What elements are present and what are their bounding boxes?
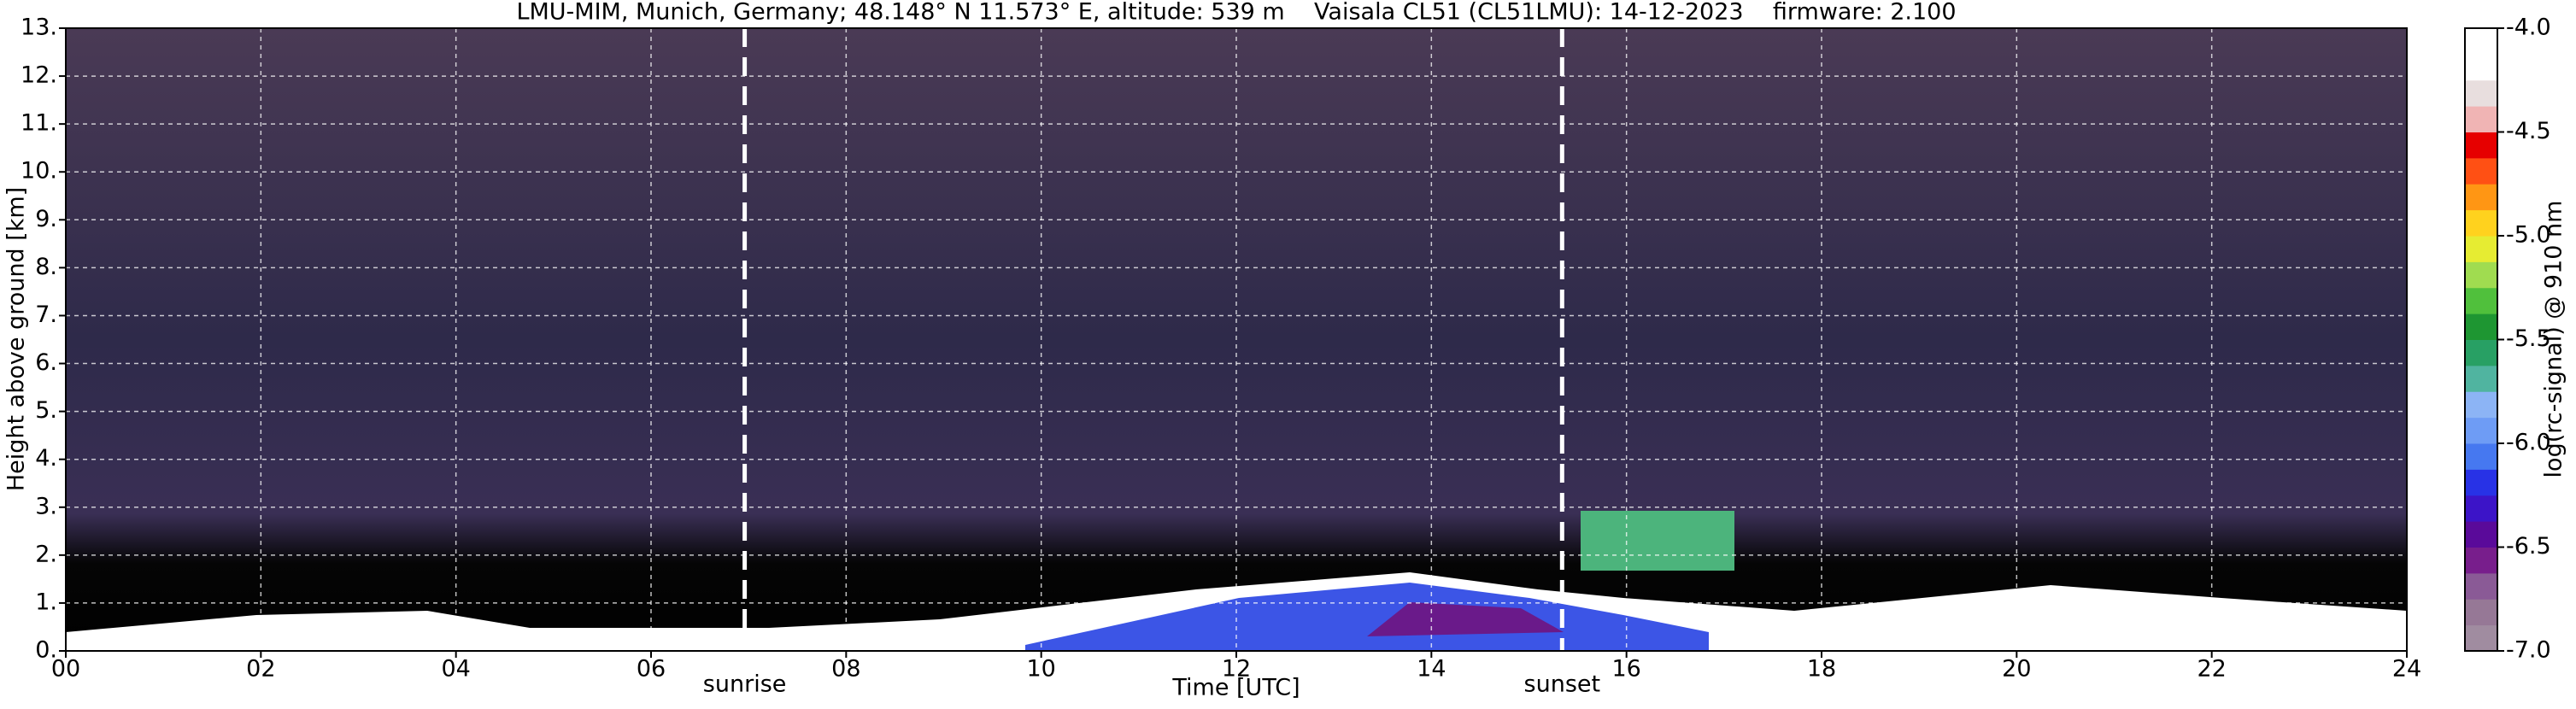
x-tick-label: 18 (1807, 656, 1836, 683)
colorbar-segment (2465, 391, 2497, 419)
colorbar-tick-label: -6.0 (2506, 430, 2551, 456)
y-tick-label: 2. (35, 541, 57, 567)
colorbar-tick-label: -4.0 (2506, 15, 2551, 41)
colorbar-segment (2465, 157, 2497, 185)
y-tick-label: 6. (35, 349, 57, 376)
colorbar-segment (2465, 572, 2497, 600)
x-tick-label: 14 (1417, 656, 1446, 683)
y-axis-label: Height above ground [km] (3, 187, 30, 491)
colorbar-tick-label: -5.0 (2506, 222, 2551, 249)
plot-frame (65, 27, 2408, 652)
colorbar-segment (2465, 417, 2497, 444)
y-tick-label: 7. (35, 302, 57, 328)
x-tick-label: 20 (2002, 656, 2031, 683)
x-tick-label: 22 (2197, 656, 2226, 683)
aerosol-layer (1025, 583, 1709, 651)
colorbar-segment (2465, 469, 2497, 496)
colorbar-segment (2465, 495, 2497, 522)
colorbar-segment (2465, 365, 2497, 392)
colorbar-segment (2465, 132, 2497, 159)
colorbar-label: log(rc-signal) @ 910 nm (2541, 201, 2567, 478)
cloud-layer (1581, 511, 1734, 571)
y-tick-label: 10. (21, 158, 57, 185)
x-tick-label: 10 (1026, 656, 1055, 683)
y-tick-label: 1. (35, 589, 57, 615)
x-axis-label: Time [UTC] (1171, 675, 1300, 701)
colorbar-segment (2465, 28, 2497, 55)
colorbar-tick-label: -7.0 (2506, 637, 2551, 664)
colorbar-segment (2465, 521, 2497, 548)
colorbar-segment (2465, 443, 2497, 470)
colorbar-tick-label: -6.5 (2506, 533, 2551, 560)
chart-title: LMU-MIM, Munich, Germany; 48.148° N 11.5… (516, 0, 1956, 26)
y-tick-label: 12. (21, 62, 57, 89)
aerosol-core (1367, 602, 1564, 636)
annotation-label: sunset (1524, 671, 1601, 698)
colorbar-segment (2465, 261, 2497, 289)
y-tick-label: 4. (35, 445, 57, 472)
x-tick-label: 00 (51, 656, 80, 683)
x-tick-label: 04 (441, 656, 470, 683)
colorbar-segment (2465, 209, 2497, 237)
x-tick-label: 16 (1611, 656, 1640, 683)
colorbar-segment (2465, 54, 2497, 81)
x-tick-label: 12 (1222, 656, 1251, 683)
colorbar-segment (2465, 624, 2497, 652)
colorbar-segment (2465, 339, 2497, 366)
y-tick-label: 13. (21, 15, 57, 41)
x-tick-label: 02 (246, 656, 275, 683)
colorbar-segment (2465, 79, 2497, 107)
colorbar-tick-label: -5.5 (2506, 325, 2551, 352)
x-tick-label: 24 (2392, 656, 2421, 683)
x-tick-label: 08 (831, 656, 860, 683)
y-tick-label: 9. (35, 206, 57, 232)
colorbar-segment (2465, 287, 2497, 314)
colorbar-tick-label: -4.5 (2506, 118, 2551, 144)
y-tick-label: 0. (35, 637, 57, 664)
colorbar-segment (2465, 547, 2497, 574)
y-tick-label: 8. (35, 254, 57, 280)
y-tick-label: 5. (35, 397, 57, 424)
y-tick-label: 3. (35, 493, 57, 519)
y-tick-label: 11. (21, 110, 57, 137)
colorbar-segment (2465, 313, 2497, 340)
colorbar-segment (2465, 184, 2497, 211)
colorbar-segment (2465, 106, 2497, 132)
colorbar-segment (2465, 236, 2497, 262)
x-tick-label: 06 (637, 656, 666, 683)
annotation-label: sunrise (703, 671, 787, 698)
colorbar-segment (2465, 599, 2497, 626)
